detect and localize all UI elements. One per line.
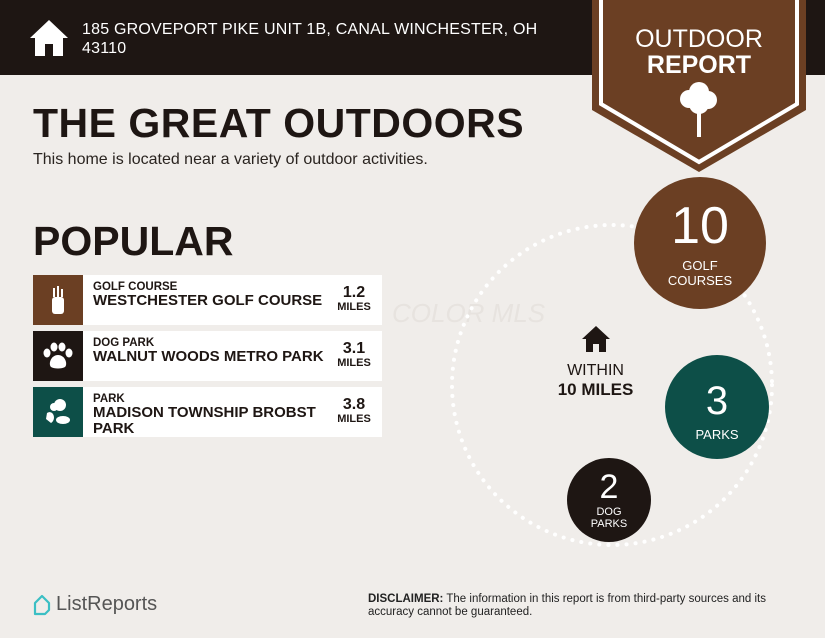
popular-item[interactable]: DOG PARK WALNUT WOODS METRO PARK 3.1 MILES [33,331,382,381]
home-icon [581,326,610,352]
banner-line2: REPORT [646,51,752,79]
item-name: MADISON TOWNSHIP BROBST PARK [93,404,316,437]
count-value: 10 [671,197,729,255]
count-label: PARKS [590,518,628,530]
item-unit: MILES [337,301,371,313]
count-value: 2 [599,468,619,506]
logo-text: ListReports [56,593,158,615]
item-category: GOLF COURSE [93,281,178,293]
within-radius: WITHIN 10 MILES [548,325,643,400]
item-category: DOG PARK [93,337,155,349]
item-distance: 1.2 [342,284,366,301]
popular-item[interactable]: GOLF COURSE WESTCHESTER GOLF COURSE 1.2 MI… [33,275,382,325]
listreports-logo: ListReports [33,593,157,616]
popular-item[interactable]: PARK MADISON TOWNSHIP BROBST PARK 3.8 MILE… [33,387,382,437]
item-unit: MILES [337,357,371,369]
page-title: THE GREAT OUTDOORS [33,100,525,146]
outdoor-report-banner [592,0,806,172]
item-unit: MILES [337,413,371,425]
popular-heading: POPULAR [33,218,234,264]
item-category: PARK [93,393,125,405]
count-value: 3 [705,378,729,423]
watermark: COLOR MLS [392,298,546,328]
count-label: GOLF [682,258,718,273]
dog-park-count-circle: 2 DOG PARKS [567,458,651,542]
banner-line1: OUTDOOR [635,25,763,53]
park-icon [33,387,83,437]
disclaimer-label: DISCLAIMER: [368,593,444,605]
tree-icon [680,82,717,137]
count-label: PARKS [695,426,739,442]
item-name: WESTCHESTER GOLF COURSE [93,293,323,309]
item-distance: 3.1 [342,340,366,357]
property-address: 185 GROVEPORT PIKE UNIT 1B, CANAL WINCHE… [82,21,538,57]
item-distance: 3.8 [342,396,366,413]
park-count-circle: 3 PARKS [665,355,769,459]
golf-bag-icon [33,275,83,325]
within-label: WITHIN [567,362,624,379]
within-distance: 10 MILES [557,380,634,399]
disclaimer: DISCLAIMER: The information in this repo… [368,593,798,619]
listreports-logo-icon [33,594,51,615]
disclaimer-text: The information in this report is from t… [368,593,766,618]
home-icon [30,20,68,56]
page-subtitle: This home is located near a variety of o… [33,151,428,168]
item-name: WALNUT WOODS METRO PARK [93,348,324,365]
paw-icon [33,331,83,381]
count-label: DOG [596,506,622,518]
count-label: COURSES [667,273,733,288]
golf-count-circle: 10 GOLF COURSES [634,177,766,309]
